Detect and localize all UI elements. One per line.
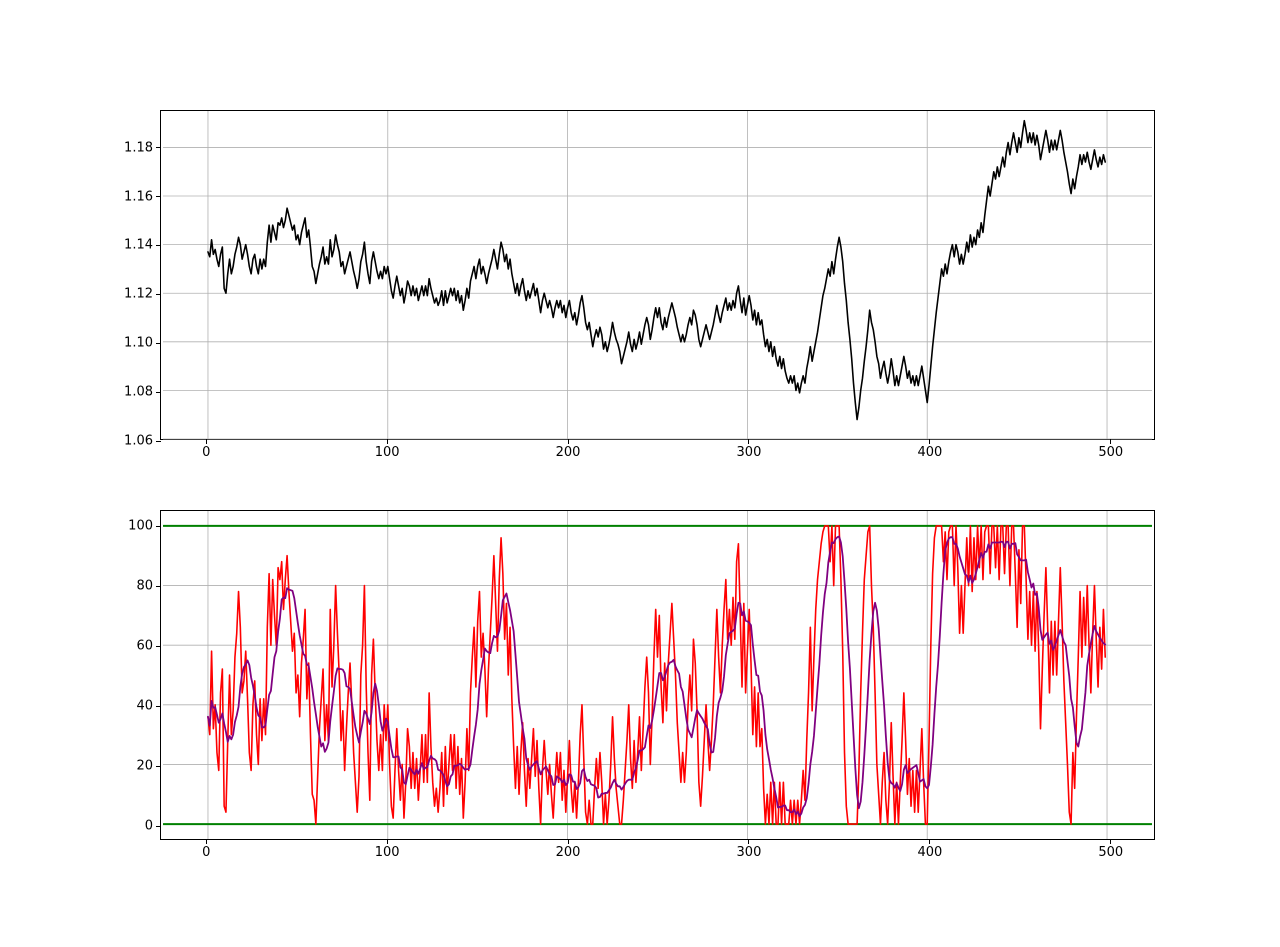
price-chart-svg [161,111,1154,439]
stochastic-chart: 0100200300400500020406080100 [160,510,1155,840]
price-chart: 01002003004005001.061.081.101.121.141.16… [160,110,1155,440]
stoch-k-line [208,526,1105,824]
figure: 01002003004005001.061.081.101.121.141.16… [0,0,1280,947]
price-line [208,121,1105,420]
stoch-d-line [208,537,1105,817]
stochastic-chart-svg [161,511,1154,839]
